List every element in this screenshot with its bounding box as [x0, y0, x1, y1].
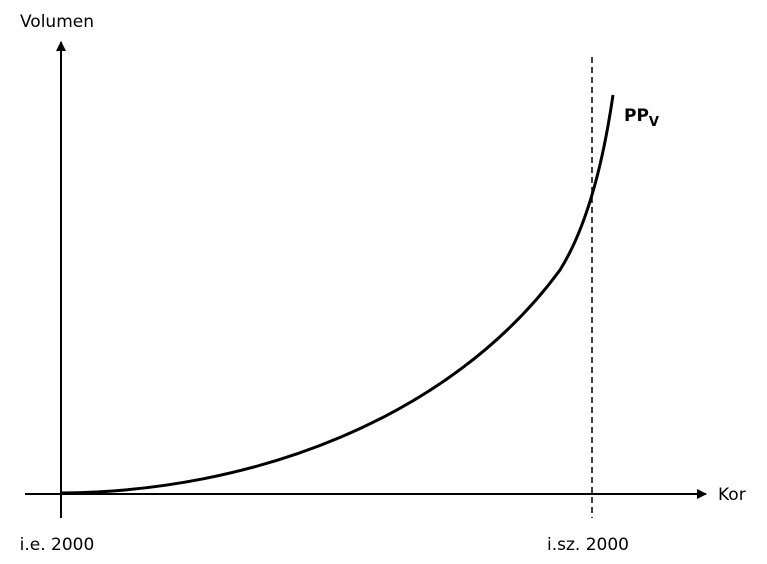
x-label: i.sz. 2000	[547, 535, 629, 555]
curve-label-main: PP	[624, 106, 649, 126]
curve	[60, 94, 615, 495]
y-axis-label: Volumen	[20, 12, 94, 32]
x-label: i.e. 2000	[20, 535, 95, 555]
curve-label: PPV	[624, 106, 659, 130]
curve-label-subscript: V	[649, 115, 659, 130]
x-axis-label: Kor	[718, 485, 746, 505]
